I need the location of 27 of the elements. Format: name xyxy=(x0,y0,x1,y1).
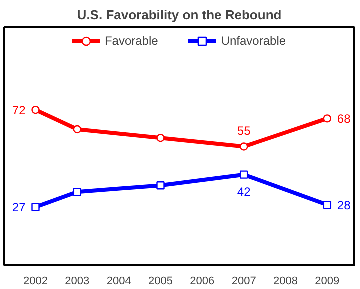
point xyxy=(156,134,165,142)
point xyxy=(73,188,82,196)
point xyxy=(240,170,248,179)
point xyxy=(73,125,82,134)
point xyxy=(240,142,248,151)
x-tick-label: 2006 xyxy=(190,276,215,288)
data-label: 68 xyxy=(337,112,352,126)
data-label: 42 xyxy=(237,184,252,199)
x-tick-label: 2002 xyxy=(24,276,48,288)
point xyxy=(323,200,332,210)
x-tick-label: 2004 xyxy=(106,276,132,288)
x-tick-label: 2009 xyxy=(315,276,340,288)
point xyxy=(323,114,332,123)
x-tick-label: 2008 xyxy=(274,276,298,288)
point xyxy=(32,106,40,114)
legend-label: Unfavorable xyxy=(221,34,286,48)
data-label: 72 xyxy=(12,104,26,118)
x-tick-label: 2007 xyxy=(232,276,256,288)
x-tick-label: 2005 xyxy=(148,276,173,288)
point xyxy=(32,203,40,212)
legend-label: Favorable xyxy=(104,34,158,48)
data-label: 28 xyxy=(337,198,352,213)
data-label: 27 xyxy=(12,200,26,215)
data-label: 55 xyxy=(237,124,252,138)
point xyxy=(156,182,165,190)
chart-title: U.S. Favorability on the Rebound xyxy=(77,8,282,22)
x-tick-label: 2003 xyxy=(65,276,90,288)
